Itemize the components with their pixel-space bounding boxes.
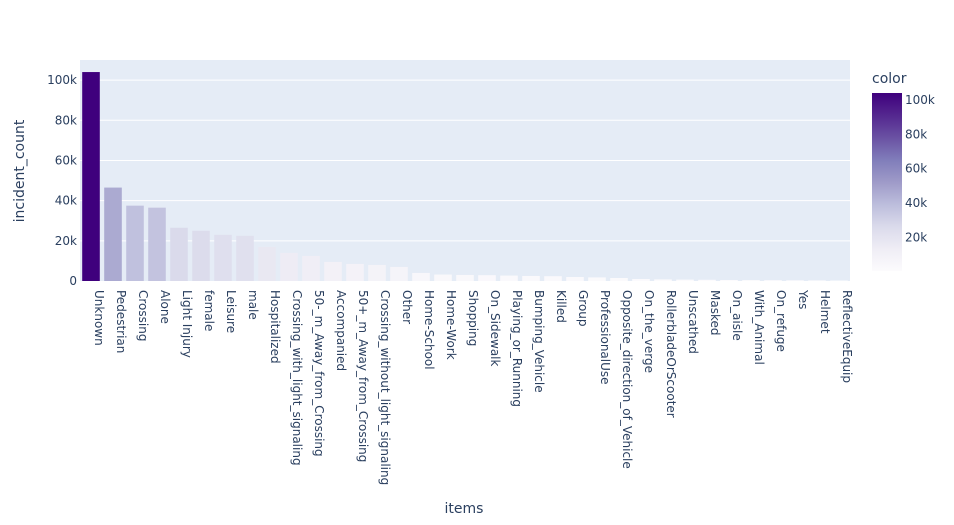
- x-tick-label: RollerbladeOrScooter: [664, 290, 678, 418]
- bar: [632, 278, 650, 281]
- x-tick-label: 50-_m_Away_from_Crossing: [312, 290, 326, 457]
- bar: [170, 227, 188, 281]
- x-tick-label: On_the_verge: [642, 290, 656, 373]
- bar: [698, 279, 716, 281]
- x-tick-label: On_Sidewalk: [488, 290, 502, 367]
- bar: [258, 246, 276, 281]
- bars: [82, 72, 848, 282]
- x-tick-label: Shopping: [466, 290, 480, 346]
- x-tick-label: With_Animal: [752, 290, 766, 365]
- bar: [368, 264, 386, 281]
- x-tick-label: Home-School: [422, 290, 436, 370]
- x-tick-label: Helmet: [818, 290, 832, 334]
- y-axis-ticks: 0 20k 40k 60k 80k 100k: [47, 73, 77, 288]
- bar: [148, 207, 166, 281]
- x-tick-label: Yes: [796, 289, 810, 309]
- colorbar-title: color: [872, 71, 907, 87]
- x-tick-label: Crossing_with_light_signaling: [290, 290, 304, 466]
- bar: [786, 280, 804, 281]
- x-tick-label: 50+_m_Away_from_Crossing: [356, 290, 370, 462]
- colorbar-tick-label: 60k: [905, 162, 927, 176]
- bar: [346, 263, 364, 281]
- bar: [390, 266, 408, 281]
- y-axis-title: incident_count: [12, 119, 28, 222]
- x-tick-label: Killed: [554, 290, 568, 323]
- x-tick-label: ReflectiveEquip: [840, 290, 854, 383]
- x-tick-label: male: [246, 290, 260, 320]
- x-tick-label: Other: [400, 290, 414, 324]
- bar: [104, 187, 122, 281]
- y-tick-label: 0: [69, 274, 77, 288]
- x-tick-label: Leisure: [224, 290, 238, 333]
- bar: [500, 275, 518, 281]
- colorbar-gradient: [872, 93, 902, 271]
- x-tick-label: Group: [576, 290, 590, 327]
- bar: [214, 234, 232, 281]
- bar: [588, 277, 606, 281]
- x-tick-label: Hospitalized: [268, 290, 282, 364]
- bar: [720, 279, 738, 281]
- x-tick-label: Bumping_Vehicle: [532, 290, 546, 393]
- bar: [764, 280, 782, 281]
- x-tick-label: Pedestrian: [114, 290, 128, 353]
- colorbar-tick-label: 20k: [905, 230, 927, 244]
- bar: [742, 280, 760, 281]
- bar: [192, 230, 210, 281]
- bar: [280, 252, 298, 281]
- colorbar-tick-label: 40k: [905, 196, 927, 210]
- x-axis-title: items: [445, 501, 484, 517]
- bar: [412, 272, 430, 281]
- bar: [302, 255, 320, 281]
- x-tick-label: Unscathed: [686, 290, 700, 354]
- x-tick-label: Playing_or_Running: [510, 290, 524, 407]
- x-tick-label: Accompanied: [334, 290, 348, 371]
- bar: [126, 205, 144, 281]
- bar: [478, 275, 496, 281]
- y-tick-label: 60k: [55, 153, 77, 167]
- bar: [236, 235, 254, 281]
- y-tick-label: 20k: [55, 234, 77, 248]
- bar: [654, 279, 672, 281]
- colorbar-tick-label: 80k: [905, 127, 927, 141]
- bar: [544, 276, 562, 281]
- colorbar-tick-label: 100k: [905, 93, 935, 107]
- y-tick-label: 80k: [55, 113, 77, 127]
- x-tick-label: Crossing_without_light_signaling: [378, 290, 392, 485]
- bar: [324, 261, 342, 281]
- bar: [434, 274, 452, 281]
- x-tick-label: On_aisle: [730, 290, 744, 341]
- x-tick-label: Masked: [708, 290, 722, 335]
- bar: [566, 276, 584, 281]
- bar: [522, 275, 540, 281]
- y-tick-label: 100k: [47, 73, 77, 87]
- bar: [676, 279, 694, 281]
- bar: [610, 277, 628, 281]
- x-axis-ticks: Unknown Pedestrian Crossing Alone Light Inju…: [92, 289, 854, 485]
- colorbar: color 20k 40k 60k 80k 100k: [872, 71, 935, 271]
- x-tick-label: Crossing: [136, 290, 150, 341]
- bar: [456, 274, 474, 281]
- x-tick-label: Light Injury: [180, 290, 194, 358]
- y-tick-label: 40k: [55, 194, 77, 208]
- x-tick-label: Home-Work: [444, 290, 458, 360]
- x-tick-label: Unknown: [92, 290, 106, 346]
- bar: [808, 280, 826, 281]
- x-tick-label: Opposite_direction_of_Vehicle: [620, 290, 634, 469]
- x-tick-label: ProfessionalUse: [598, 290, 612, 385]
- x-tick-label: Alone: [158, 290, 172, 324]
- x-tick-label: On_refuge: [774, 290, 788, 352]
- bar: [82, 72, 100, 282]
- x-tick-label: female: [202, 290, 216, 331]
- bar: [830, 280, 848, 281]
- colorbar-ticks: 20k 40k 60k 80k 100k: [905, 93, 935, 245]
